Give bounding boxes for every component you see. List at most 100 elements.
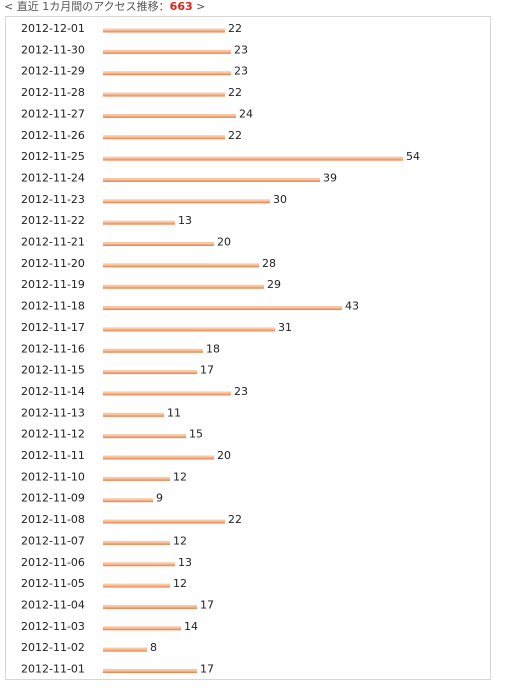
date-tick-label: 2012-11-25 [21, 150, 85, 163]
access-bar [103, 626, 181, 631]
date-tick-label: 2012-11-14 [21, 385, 85, 398]
chart-row: 2012-11-27 24 [21, 107, 253, 120]
bar-value-label: 23 [234, 385, 248, 398]
access-bar [103, 71, 231, 76]
chart-row: 2012-11-14 23 [21, 385, 248, 398]
bar-value-label: 22 [228, 513, 242, 526]
date-tick-label: 2012-11-02 [21, 641, 85, 654]
bar-value-label: 39 [323, 171, 337, 184]
bar-value-label: 13 [178, 214, 192, 227]
chart-row: 2012-11-22 13 [21, 214, 192, 227]
access-bar [103, 220, 175, 225]
chart-row: 2012-11-21 20 [21, 236, 231, 249]
chart-row: 2012-11-07 12 [21, 534, 187, 547]
chart-row: 2012-11-18 43 [21, 300, 359, 313]
date-tick-label: 2012-11-24 [21, 171, 85, 184]
chart-row: 2012-11-09 9 [21, 492, 163, 505]
date-tick-label: 2012-11-09 [21, 492, 85, 505]
bar-value-label: 18 [206, 342, 220, 355]
bar-value-label: 31 [278, 321, 292, 334]
date-tick-label: 2012-11-23 [21, 193, 85, 206]
chart-row: 2012-11-28 22 [21, 86, 242, 99]
date-tick-label: 2012-11-11 [21, 449, 85, 462]
date-tick-label: 2012-11-28 [21, 86, 85, 99]
bar-value-label: 43 [345, 300, 359, 313]
access-bar [103, 519, 225, 524]
date-tick-label: 2012-11-01 [21, 663, 85, 676]
access-bar [103, 391, 231, 396]
access-bar [103, 135, 225, 140]
access-bar [103, 327, 275, 332]
bar-value-label: 22 [228, 129, 242, 142]
date-tick-label: 2012-11-22 [21, 214, 85, 227]
access-bar [103, 455, 214, 460]
chart-row: 2012-11-19 29 [21, 278, 281, 291]
access-bar [103, 348, 203, 353]
access-bar [103, 28, 225, 33]
date-tick-label: 2012-11-08 [21, 513, 85, 526]
chart-row: 2012-11-26 22 [21, 129, 242, 142]
access-bar [103, 49, 231, 54]
date-tick-label: 2012-11-07 [21, 534, 85, 547]
access-trend-header: < 直近 1カ月間のアクセス推移：663 > [4, 0, 205, 14]
bar-value-label: 13 [178, 556, 192, 569]
bar-value-label: 11 [167, 406, 181, 419]
bar-value-label: 30 [273, 193, 287, 206]
chart-row: 2012-11-10 12 [21, 470, 187, 483]
access-bar [103, 476, 170, 481]
chart-row: 2012-11-01 17 [21, 663, 214, 676]
date-tick-label: 2012-11-06 [21, 556, 85, 569]
date-tick-label: 2012-11-20 [21, 257, 85, 270]
access-bar [103, 113, 236, 118]
chart-row: 2012-11-30 23 [21, 43, 248, 56]
access-bar [103, 412, 164, 417]
bar-value-label: 24 [239, 107, 253, 120]
chart-row: 2012-11-04 17 [21, 598, 214, 611]
access-bar [103, 583, 170, 588]
chart-row: 2012-11-15 17 [21, 364, 214, 377]
date-tick-label: 2012-11-19 [21, 278, 85, 291]
date-tick-label: 2012-11-15 [21, 364, 85, 377]
bar-value-label: 17 [200, 598, 214, 611]
chart-row: 2012-11-06 13 [21, 556, 192, 569]
date-tick-label: 2012-11-29 [21, 65, 85, 78]
chart-row: 2012-11-17 31 [21, 321, 292, 334]
date-tick-label: 2012-11-12 [21, 428, 85, 441]
chart-row: 2012-11-25 54 [21, 150, 420, 163]
date-tick-label: 2012-11-30 [21, 43, 85, 56]
bar-value-label: 14 [184, 620, 198, 633]
chart-row: 2012-11-12 15 [21, 428, 203, 441]
bar-value-label: 22 [228, 86, 242, 99]
date-tick-label: 2012-11-17 [21, 321, 85, 334]
bar-value-label: 20 [217, 236, 231, 249]
access-bar [103, 669, 197, 673]
chart-row: 2012-11-13 11 [21, 406, 181, 419]
chart-panel: 2012-12-01 22 2012-11-30 23 2012-11-29 23 2012… [5, 16, 491, 680]
access-bar [103, 434, 186, 439]
access-bar [103, 540, 170, 545]
access-bar [103, 284, 264, 289]
chart-row: 2012-11-08 22 [21, 513, 242, 526]
bar-value-label: 17 [200, 663, 214, 676]
bar-value-label: 23 [234, 43, 248, 56]
bar-value-label: 29 [267, 278, 281, 291]
date-tick-label: 2012-11-04 [21, 598, 85, 611]
chart-row: 2012-11-16 18 [21, 342, 220, 355]
bar-value-label: 9 [156, 492, 163, 505]
bar-value-label: 12 [173, 534, 187, 547]
chart-row: 2012-11-23 30 [21, 193, 287, 206]
chart-row: 2012-12-01 22 [21, 22, 242, 35]
access-bar [103, 562, 175, 567]
date-tick-label: 2012-11-18 [21, 300, 85, 313]
header-prefix: < 直近 1カ月間のアクセス推移： [4, 0, 170, 13]
bar-value-label: 12 [173, 470, 187, 483]
date-tick-label: 2012-11-10 [21, 470, 85, 483]
bar-value-label: 15 [189, 428, 203, 441]
bar-value-label: 28 [262, 257, 276, 270]
header-suffix: > [192, 0, 206, 13]
access-bar [103, 92, 225, 97]
chart-row: 2012-11-11 20 [21, 449, 231, 462]
date-tick-label: 2012-11-21 [21, 236, 85, 249]
chart-row: 2012-11-29 23 [21, 65, 248, 78]
